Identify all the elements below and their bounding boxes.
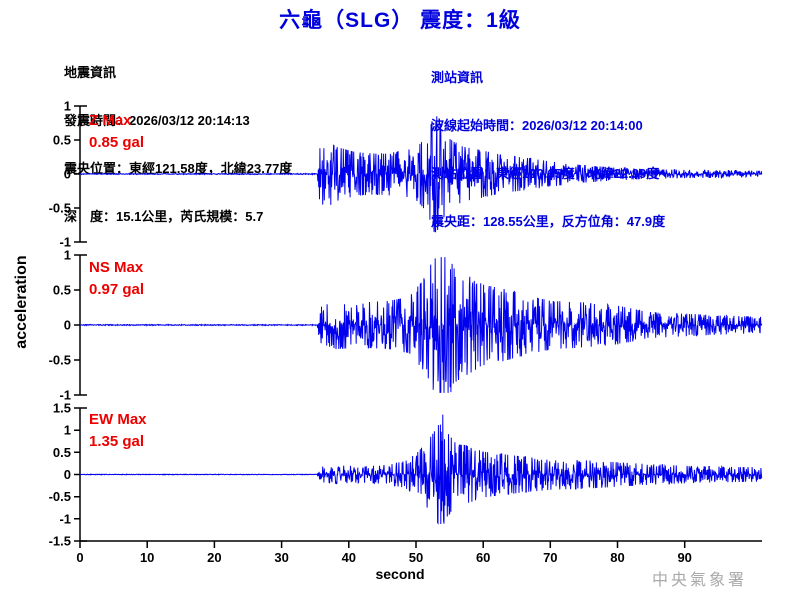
y-tick-label: 0.5 [53,283,71,298]
y-tick-label: 1 [64,423,71,438]
channel-max-value: 1.35 gal [89,433,145,450]
x-tick-label: 10 [140,550,154,565]
y-tick-label: 1.5 [53,401,71,416]
x-tick-label: 40 [342,550,356,565]
x-tick-label: 90 [677,550,691,565]
x-tick-label: 50 [409,550,423,565]
y-tick-label: -1 [59,511,71,526]
trace-Z [79,116,763,233]
y-tick-label: 0.5 [53,445,71,460]
y-tick-label: 1 [64,248,71,263]
trace-EW [79,414,763,525]
x-tick-label: 80 [610,550,624,565]
channel-name: NS Max [89,259,144,276]
station-info-line: 波線起始時間：2026/03/12 20:14:00 [431,118,643,133]
x-tick-label: 0 [76,550,83,565]
y-tick-label: -0.5 [49,489,71,504]
channel-name: Z Max [89,112,132,129]
trace-NS [79,257,763,393]
x-tick-label: 60 [476,550,490,565]
channel-max-value: 0.85 gal [89,134,145,151]
earthquake-info-line: 深 度：15.1公里，芮氏規模：5.7 [64,209,264,224]
station-info-line: 震央距：128.55公里，反方位角：47.9度 [431,214,666,229]
earthquake-info-heading: 地震資訊 [64,65,117,80]
earthquake-info-line: 震央位置：東經121.58度，北緯23.77度 [64,161,293,176]
channel-label-ns: NS Max 0.97 gal [89,257,144,301]
y-tick-label: -1.5 [49,534,71,549]
y-tick-label: 0 [64,318,71,333]
page-title: 六龜（SLG） 震度：1級 [279,9,521,32]
channel-max-value: 0.97 gal [89,281,145,298]
x-axis-title: second [375,566,425,582]
y-tick-label: -0.5 [49,201,71,216]
channel-label-z: Z Max 0.85 gal [89,110,144,154]
earthquake-info-line: 發震時間：2026/03/12 20:14:13 [64,113,250,128]
x-tick-label: 20 [207,550,221,565]
y-tick-label: 0 [64,167,71,182]
y-tick-label: -0.5 [49,353,71,368]
y-tick-label: 0.5 [53,133,71,148]
earthquake-info-block: 地震資訊 發震時間：2026/03/12 20:14:13 震央位置：東經121… [64,33,292,257]
x-tick-label: 30 [274,550,288,565]
x-axis [79,540,762,548]
y-tick-label: 1 [64,99,71,114]
station-info-heading: 測站資訊 [431,70,484,85]
y-tick-label: 0 [64,467,71,482]
y-tick-label: -1 [59,235,71,250]
channel-label-ew: EW Max 1.35 gal [89,409,147,453]
y-tick-label: -1 [59,388,71,403]
x-tick-label: 70 [543,550,557,565]
y-axis-title: acceleration [13,255,30,349]
agency-watermark: 中央氣象署 [652,572,748,589]
channel-name: EW Max [89,411,147,428]
